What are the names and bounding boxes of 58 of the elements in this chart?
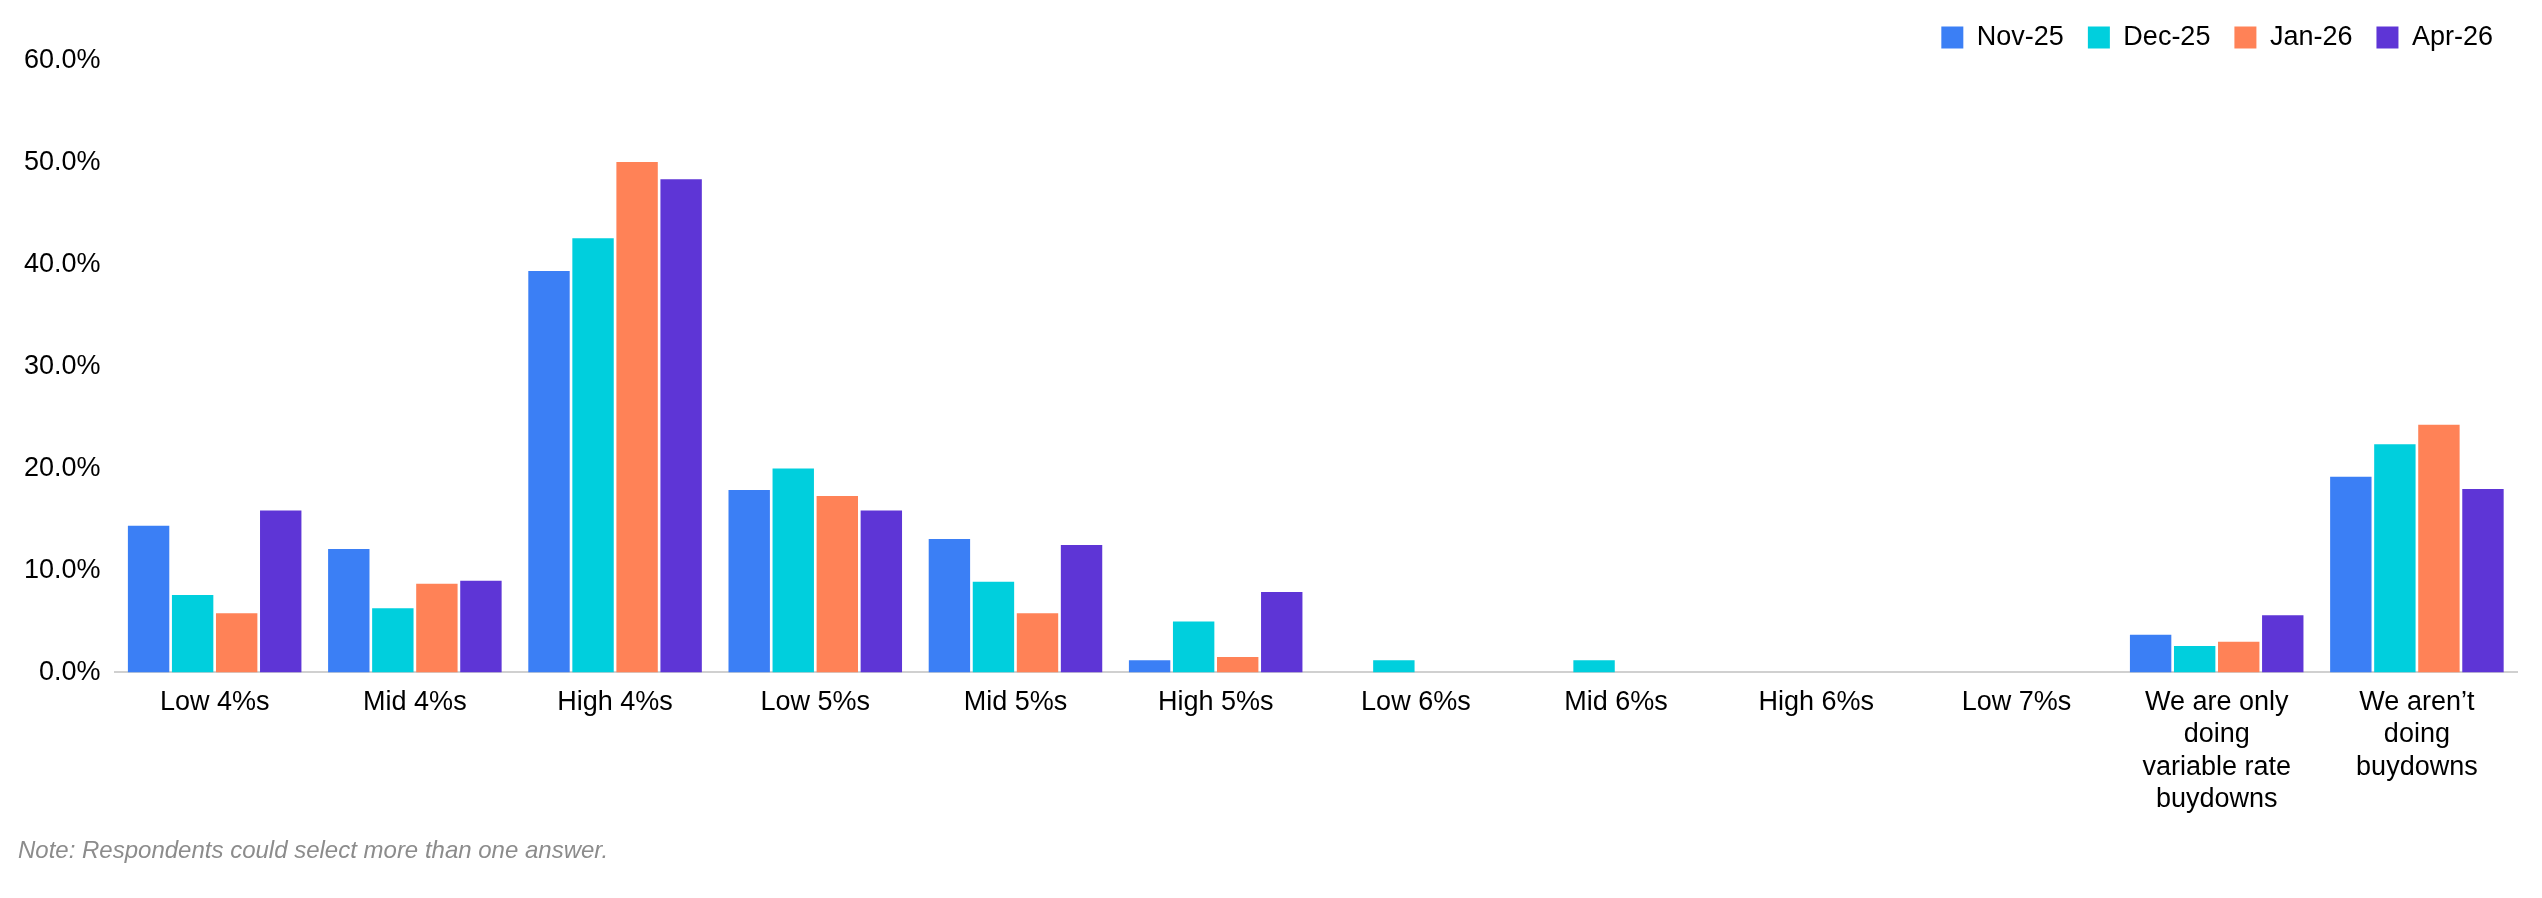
x-tick-label: Low 7%s: [1961, 686, 2072, 717]
y-tick-label: 40.0%: [23, 248, 101, 279]
bar: [2462, 488, 2504, 673]
bar: [2374, 444, 2416, 673]
x-tick-label: Mid 5%s: [963, 686, 1068, 717]
x-tick-label: High 6%s: [1758, 686, 1875, 717]
bar: [260, 510, 302, 673]
bar: [660, 179, 702, 673]
legend-label: Nov-25: [1976, 20, 2064, 51]
bar: [460, 580, 502, 673]
bar: [1217, 657, 1259, 673]
bar: [127, 525, 170, 673]
bar: [816, 496, 858, 673]
x-tick-label: Mid 6%s: [1564, 686, 1668, 717]
bar: [1172, 621, 1215, 673]
bar: [1060, 545, 1103, 673]
y-tick-label: 50.0%: [23, 146, 101, 177]
y-tick-label: 30.0%: [23, 350, 101, 381]
x-tick-label: Low 5%s: [760, 686, 871, 717]
bar: [972, 581, 1015, 673]
bar: [616, 161, 658, 673]
bar: [772, 468, 814, 673]
legend-label: Jan-26: [2269, 20, 2353, 51]
x-tick-label: We aren’t doing buydowns: [2356, 686, 2478, 781]
bar: [1128, 660, 1171, 673]
legend-label: Dec-25: [2123, 20, 2211, 51]
y-tick-label: 20.0%: [23, 452, 101, 483]
bar: [728, 490, 770, 673]
text: Note: Respondents could select more than one answer.: [18, 835, 609, 865]
bar: [2129, 634, 2172, 673]
bar: [171, 594, 214, 673]
x-tick-label: Low 6%s: [1361, 686, 1471, 717]
bar: [215, 613, 258, 673]
bar: [2330, 476, 2372, 673]
x-tick-label: Low 4%s: [159, 686, 270, 717]
x-tick-label: We are only doing variable rate buydowns: [2142, 686, 2291, 814]
bar: [1016, 613, 1059, 673]
bar: [928, 538, 971, 673]
x-tick-label: High 4%s: [557, 686, 673, 717]
bar: [1261, 591, 1303, 673]
bar: [1573, 660, 1615, 673]
y-tick-label: 60.0%: [23, 44, 101, 75]
bar: [2173, 645, 2216, 673]
y-tick-label: 0.0%: [39, 655, 101, 686]
legend-label: Apr-26: [2411, 20, 2494, 51]
bar: [528, 270, 570, 673]
bar: [1373, 660, 1415, 673]
bar: [572, 238, 614, 673]
x-tick-label: High 5%s: [1157, 686, 1274, 717]
bar: [2262, 615, 2304, 673]
y-tick-label: 10.0%: [23, 553, 101, 584]
bar: [328, 549, 370, 673]
bar: [860, 510, 903, 673]
bar: [372, 608, 414, 673]
bar: [2218, 641, 2260, 673]
bar: [416, 583, 458, 673]
x-tick-label: Mid 4%s: [363, 686, 467, 717]
bar: [2418, 424, 2460, 673]
